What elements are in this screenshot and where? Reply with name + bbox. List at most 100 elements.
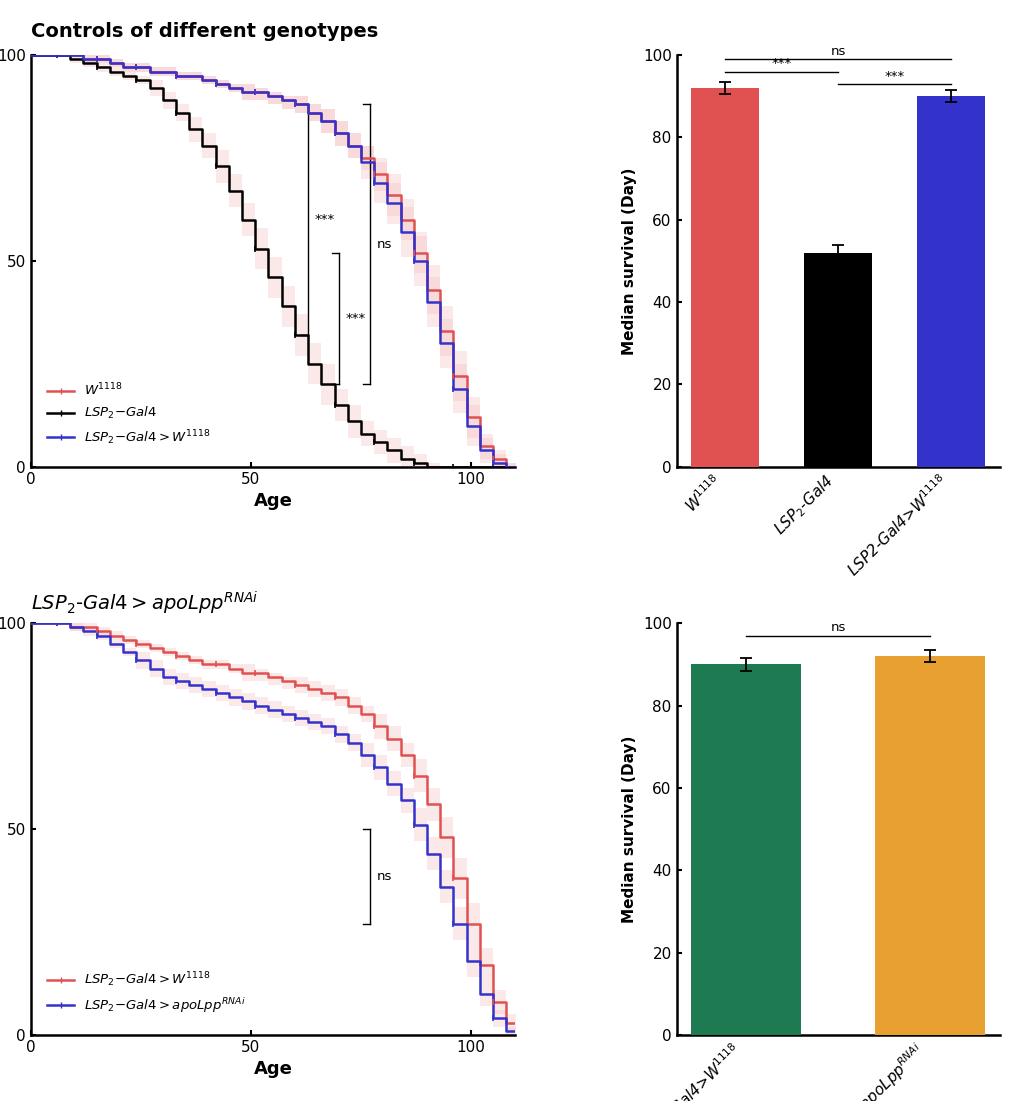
$W^{1118}$ [421,283,433,296]
$LSP_2\mathit{-}Gal4>W^{1118}$ [434,337,446,350]
Bar [916,96,984,467]
$W^{1118}$ [460,411,472,424]
$LSP_2\mathit{-}Gal4$ [144,81,156,95]
$LSP_2\mathit{-}Gal4>apoLpp^{RNAi}$ [235,695,248,708]
$LSP_2\mathit{-}Gal4$ [486,460,498,473]
$LSP_2\mathit{-}Gal4>W^{1118}$ [421,798,433,811]
$LSP_2\mathit{-}Gal4$ [24,48,37,62]
$LSP_2\mathit{-}Gal4>W^{1118}$ [77,53,90,66]
$LSP_2\mathit{-}Gal4>W^{1118}$ [473,958,485,971]
$LSP_2\mathit{-}Gal4>apoLpp^{RNAi}$ [38,617,50,630]
$LSP_2\mathit{-}Gal4$ [157,94,169,107]
$LSP_2\mathit{-}Gal4>W^{1118}$ [302,683,314,696]
$LSP_2\mathit{-}Gal4$ [262,271,274,284]
$LSP_2\mathit{-}Gal4>W^{1118}$ [144,641,156,654]
$LSP_2\mathit{-}Gal4$ [182,122,195,135]
$LSP_2\mathit{-}Gal4>apoLpp^{RNAi}$ [486,1012,498,1025]
$W^{1118}$ [64,48,76,62]
$LSP_2\mathit{-}Gal4>apoLpp^{RNAi}$ [355,749,367,762]
$LSP_2\mathit{-}Gal4$ [447,460,460,473]
$LSP_2\mathit{-}Gal4>apoLpp^{RNAi}$ [513,1028,525,1042]
Line: $LSP_2\mathit{-}Gal4>W^{1118}$: $LSP_2\mathit{-}Gal4>W^{1118}$ [31,623,519,1035]
$LSP_2\mathit{-}Gal4>W^{1118}$ [117,633,129,646]
$LSP_2\mathit{-}Gal4$ [460,460,472,473]
$LSP_2\mathit{-}Gal4>W^{1118}$ [38,617,50,630]
$W^{1118}$ [381,188,393,201]
$LSP_2\mathit{-}Gal4>apoLpp^{RNAi}$ [24,617,37,630]
$LSP_2\mathit{-}Gal4>W^{1118}$ [381,732,393,745]
X-axis label: Age: Age [253,492,292,510]
$LSP_2\mathit{-}Gal4>W^{1118}$ [182,69,195,83]
$LSP_2\mathit{-}Gal4>apoLpp^{RNAi}$ [182,678,195,691]
$LSP_2\mathit{-}Gal4>W^{1118}$ [91,53,103,66]
Legend: $W^{1118}$, $LSP_2\mathit{-}Gal4$, $LSP_2\mathit{-}Gal4>W^{1118}$: $W^{1118}$, $LSP_2\mathit{-}Gal4$, $LSP_… [42,377,216,451]
$LSP_2\mathit{-}Gal4>apoLpp^{RNAi}$ [341,735,354,749]
$W^{1118}$ [91,53,103,66]
$LSP_2\mathit{-}Gal4>W^{1118}$ [460,419,472,433]
$LSP_2\mathit{-}Gal4$ [275,299,287,313]
$LSP_2\mathit{-}Gal4>apoLpp^{RNAi}$ [447,917,460,930]
$LSP_2\mathit{-}Gal4>W^{1118}$ [486,995,498,1009]
$W^{1118}$ [209,77,221,90]
$LSP_2\mathit{-}Gal4$ [249,242,261,255]
$LSP_2\mathit{-}Gal4>apoLpp^{RNAi}$ [460,955,472,968]
$LSP_2\mathit{-}Gal4>W^{1118}$ [130,61,143,74]
Y-axis label: Median survival (Day): Median survival (Day) [622,735,637,923]
Text: ns: ns [376,238,391,251]
$LSP_2\mathit{-}Gal4>apoLpp^{RNAi}$ [408,818,420,831]
$W^{1118}$ [275,94,287,107]
$LSP_2\mathit{-}Gal4>W^{1118}$ [460,917,472,930]
$LSP_2\mathit{-}Gal4$ [394,451,407,465]
Text: ***: *** [883,69,904,83]
$W^{1118}$ [434,325,446,338]
Y-axis label: Median survival (Day): Median survival (Day) [622,167,637,355]
Line: $LSP_2\mathit{-}Gal4$: $LSP_2\mathit{-}Gal4$ [31,55,519,467]
$LSP_2\mathit{-}Gal4>apoLpp^{RNAi}$ [222,690,234,704]
$LSP_2\mathit{-}Gal4>W^{1118}$ [144,65,156,78]
$LSP_2\mathit{-}Gal4>W^{1118}$ [209,657,221,671]
$LSP_2\mathit{-}Gal4>W^{1118}$ [130,637,143,651]
$LSP_2\mathit{-}Gal4>W^{1118}$ [473,444,485,457]
$LSP_2\mathit{-}Gal4>W^{1118}$ [302,106,314,119]
$W^{1118}$ [288,98,301,111]
$LSP_2\mathit{-}Gal4$ [381,444,393,457]
Line: $LSP_2\mathit{-}Gal4>W^{1118}$: $LSP_2\mathit{-}Gal4>W^{1118}$ [31,55,519,467]
$LSP_2\mathit{-}Gal4>W^{1118}$ [355,155,367,168]
$LSP_2\mathit{-}Gal4>apoLpp^{RNAi}$ [130,654,143,667]
$LSP_2\mathit{-}Gal4$ [64,53,76,66]
$LSP_2\mathit{-}Gal4>W^{1118}$ [51,48,63,62]
$LSP_2\mathit{-}Gal4>apoLpp^{RNAi}$ [117,645,129,658]
$LSP_2\mathit{-}Gal4>apoLpp^{RNAi}$ [473,988,485,1001]
$LSP_2\mathit{-}Gal4>W^{1118}$ [249,666,261,679]
$LSP_2\mathit{-}Gal4>W^{1118}$ [51,617,63,630]
$LSP_2\mathit{-}Gal4>apoLpp^{RNAi}$ [434,880,446,893]
$LSP_2\mathit{-}Gal4>W^{1118}$ [288,98,301,111]
$LSP_2\mathit{-}Gal4>W^{1118}$ [275,674,287,687]
$LSP_2\mathit{-}Gal4>apoLpp^{RNAi}$ [499,1024,512,1037]
$LSP_2\mathit{-}Gal4>W^{1118}$ [368,720,380,733]
$W^{1118}$ [169,69,181,83]
$LSP_2\mathit{-}Gal4$ [130,73,143,86]
Text: ns: ns [829,45,845,58]
$LSP_2\mathit{-}Gal4>W^{1118}$ [499,460,512,473]
Bar [691,88,758,467]
$LSP_2\mathit{-}Gal4>W^{1118}$ [222,81,234,95]
$LSP_2\mathit{-}Gal4>apoLpp^{RNAi}$ [91,629,103,642]
$LSP_2\mathit{-}Gal4>W^{1118}$ [64,621,76,634]
$W^{1118}$ [117,61,129,74]
$LSP_2\mathit{-}Gal4$ [288,328,301,341]
$LSP_2\mathit{-}Gal4>apoLpp^{RNAi}$ [249,699,261,712]
$LSP_2\mathit{-}Gal4>apoLpp^{RNAi}$ [104,637,116,651]
$LSP_2\mathit{-}Gal4>W^{1118}$ [421,295,433,308]
Text: ***: *** [315,214,334,226]
$LSP_2\mathit{-}Gal4$ [51,48,63,62]
$LSP_2\mathit{-}Gal4>W^{1118}$ [38,48,50,62]
Text: Controls of different genotypes: Controls of different genotypes [31,22,377,41]
$LSP_2\mathit{-}Gal4$ [222,184,234,197]
$W^{1118}$ [341,139,354,152]
$LSP_2\mathit{-}Gal4$ [77,56,90,69]
$LSP_2\mathit{-}Gal4>W^{1118}$ [169,650,181,663]
$LSP_2\mathit{-}Gal4>apoLpp^{RNAi}$ [394,794,407,807]
$LSP_2\mathit{-}Gal4>apoLpp^{RNAi}$ [262,704,274,717]
$LSP_2\mathit{-}Gal4>W^{1118}$ [64,48,76,62]
